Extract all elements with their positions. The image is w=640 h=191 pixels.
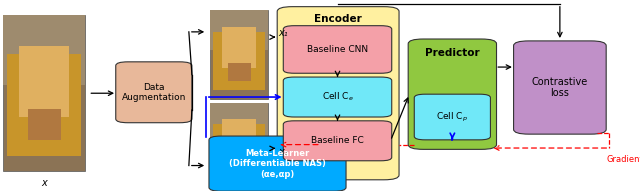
Text: Cell C$_e$: Cell C$_e$ xyxy=(322,91,353,103)
Bar xyxy=(210,103,268,140)
Bar xyxy=(221,120,257,157)
Text: Encoder: Encoder xyxy=(314,14,362,24)
FancyBboxPatch shape xyxy=(116,62,192,123)
Text: Predictor: Predictor xyxy=(425,48,479,58)
FancyBboxPatch shape xyxy=(284,26,392,73)
FancyBboxPatch shape xyxy=(277,7,399,180)
Text: x₂: x₂ xyxy=(278,147,288,157)
Bar xyxy=(210,103,268,186)
Bar xyxy=(7,54,81,156)
FancyBboxPatch shape xyxy=(209,136,346,191)
FancyBboxPatch shape xyxy=(408,39,497,149)
Text: Contrastive
loss: Contrastive loss xyxy=(532,77,588,98)
Text: Baseline CNN: Baseline CNN xyxy=(307,45,368,54)
Bar xyxy=(228,153,251,170)
Bar xyxy=(19,46,69,117)
Text: Meta-Learner
(Differentiable NAS)
(αe,αp): Meta-Learner (Differentiable NAS) (αe,αp… xyxy=(229,149,326,179)
Text: Cell C$_p$: Cell C$_p$ xyxy=(436,110,468,124)
Text: x: x xyxy=(42,178,47,188)
FancyBboxPatch shape xyxy=(414,94,490,140)
FancyBboxPatch shape xyxy=(284,121,392,161)
Text: Gradient: Gradient xyxy=(606,155,640,164)
Bar xyxy=(221,27,257,68)
Bar xyxy=(213,32,265,90)
Bar xyxy=(210,10,268,99)
Bar xyxy=(210,10,268,50)
Text: Data
Augmentation: Data Augmentation xyxy=(122,83,186,102)
Text: x₁: x₁ xyxy=(278,28,288,38)
FancyBboxPatch shape xyxy=(513,41,606,134)
Text: Baseline FC: Baseline FC xyxy=(311,136,364,145)
Bar xyxy=(3,15,85,85)
Bar xyxy=(213,124,265,178)
FancyBboxPatch shape xyxy=(284,77,392,117)
Bar xyxy=(228,63,251,81)
Bar xyxy=(3,15,85,171)
Bar xyxy=(28,109,61,140)
